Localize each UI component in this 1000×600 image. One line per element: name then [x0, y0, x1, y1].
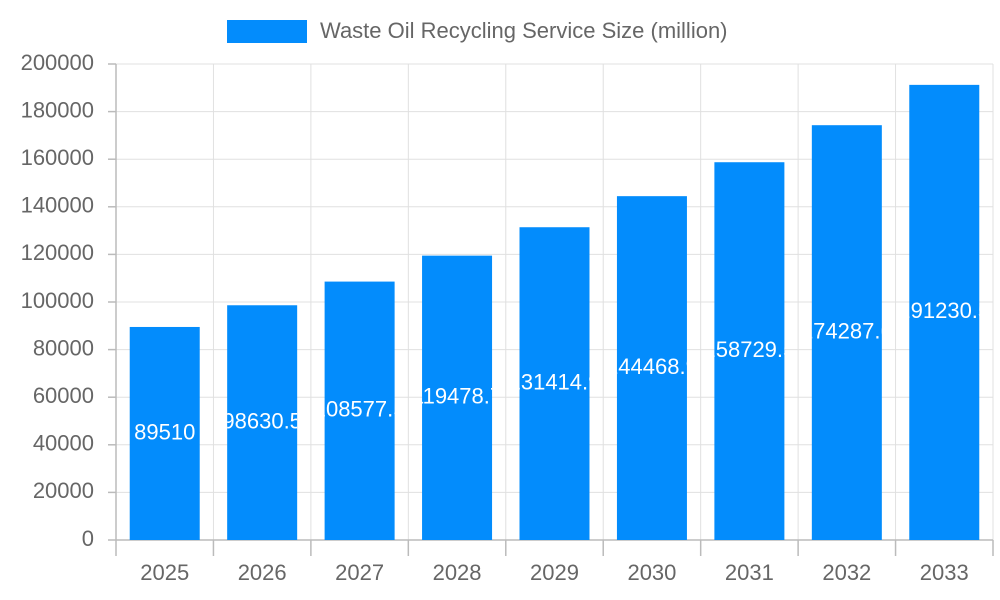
x-tick-label: 2025: [140, 560, 189, 585]
legend-swatch: [227, 20, 307, 43]
y-tick-label: 80000: [33, 335, 94, 360]
value-label: 89510: [134, 419, 195, 444]
y-tick-label: 20000: [33, 478, 94, 503]
bar: [616, 196, 687, 541]
x-tick-label: 2030: [627, 560, 676, 585]
bar: [324, 281, 395, 540]
y-tick-label: 60000: [33, 383, 94, 408]
bar: [811, 125, 882, 541]
y-tick-label: 140000: [21, 193, 94, 218]
y-tick-label: 0: [82, 526, 94, 551]
value-label: 158729.5: [704, 337, 796, 362]
y-tick-label: 160000: [21, 145, 94, 170]
y-tick-label: 180000: [21, 97, 94, 122]
bar: [714, 162, 785, 540]
bar: [909, 84, 980, 541]
value-label: 191230.5: [898, 298, 990, 323]
value-label: 108577.5: [314, 397, 406, 422]
x-tick-label: 2031: [725, 560, 774, 585]
bar: [422, 255, 493, 541]
bar: [227, 305, 298, 540]
y-tick-label: 40000: [33, 431, 94, 456]
bar: [129, 326, 200, 540]
value-label: 98630.5: [222, 408, 302, 433]
x-tick-label: 2026: [238, 560, 287, 585]
value-label: 174287.6: [801, 318, 893, 343]
y-tick-label: 120000: [21, 240, 94, 265]
value-label: 144468.9: [606, 354, 698, 379]
x-tick-label: 2027: [335, 560, 384, 585]
y-tick-label: 100000: [21, 288, 94, 313]
value-label: 119478.7: [412, 384, 502, 409]
value-label: 131414.9: [509, 369, 601, 394]
x-tick-label: 2032: [822, 560, 871, 585]
bar: [519, 227, 590, 540]
y-tick-label: 200000: [21, 50, 94, 75]
x-tick-label: 2028: [433, 560, 482, 585]
x-tick-label: 2029: [530, 560, 579, 585]
legend-label: Waste Oil Recycling Service Size (millio…: [320, 18, 728, 43]
x-tick-label: 2033: [920, 560, 969, 585]
